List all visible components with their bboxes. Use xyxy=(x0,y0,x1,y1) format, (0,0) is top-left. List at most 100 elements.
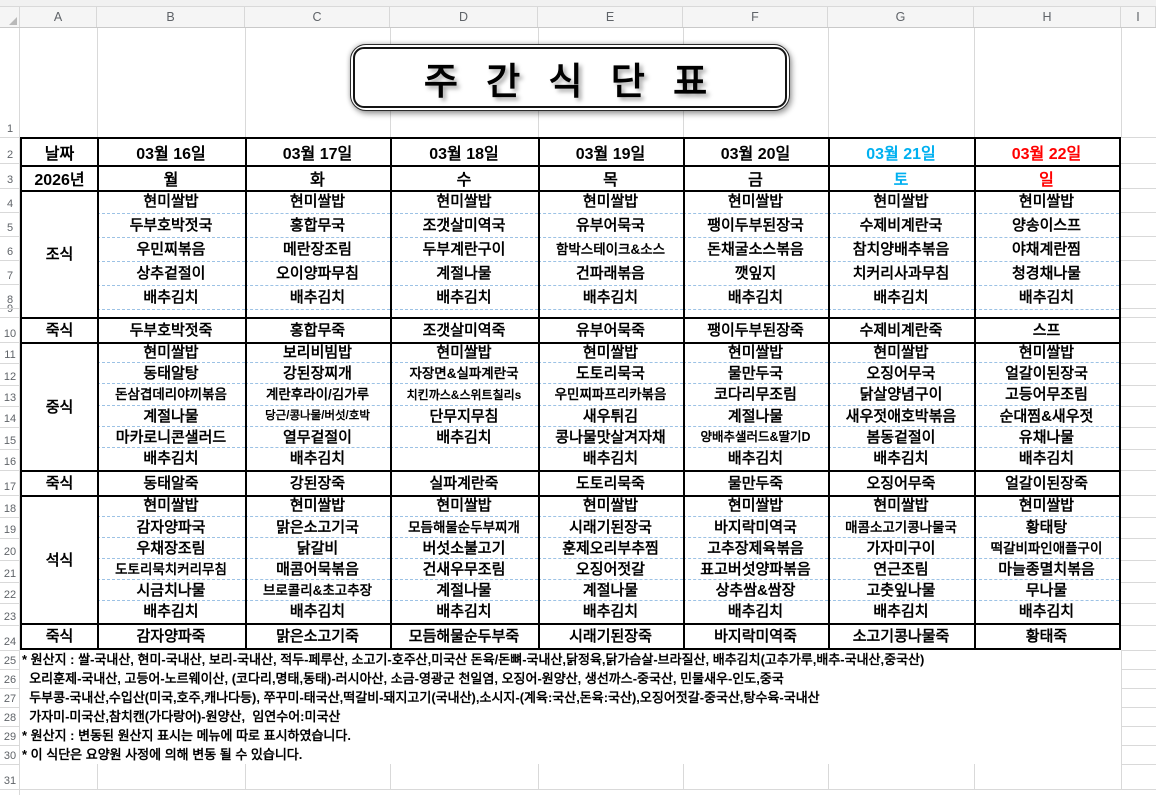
title-shape[interactable]: 주 간 식 단 표 xyxy=(350,44,790,111)
porridge-cell[interactable]: 감자양파죽 xyxy=(136,628,206,645)
row-header-6[interactable]: 6 xyxy=(6,246,14,258)
date-header-4[interactable]: 03월 19일 xyxy=(575,146,646,163)
column-header-F[interactable]: F xyxy=(683,7,828,27)
column-header-A[interactable]: A xyxy=(20,7,97,27)
row-header-21[interactable]: 21 xyxy=(3,568,17,580)
menu-item[interactable]: 닭갈비 xyxy=(245,538,390,559)
menu-item[interactable]: 계란후라이/김가루 xyxy=(245,384,390,406)
menu-item[interactable]: 오징어무국 xyxy=(828,363,974,384)
menu-item[interactable]: 매콤소고기콩나물국 xyxy=(828,517,974,538)
row-header-23[interactable]: 23 xyxy=(3,611,17,623)
menu-item[interactable]: 열무겉절이 xyxy=(245,427,390,448)
menu-item[interactable]: 양배추샐러드&딸기D xyxy=(683,427,828,448)
menu-item[interactable]: 조갯살미역국 xyxy=(390,214,538,238)
date-header-2[interactable]: 03월 17일 xyxy=(282,146,353,163)
menu-item[interactable] xyxy=(538,310,683,317)
row-header-14[interactable]: 14 xyxy=(3,413,17,425)
menu-item[interactable]: 두부호박젓국 xyxy=(97,214,245,238)
menu-item[interactable]: 계절나물 xyxy=(97,406,245,427)
menu-item[interactable]: 깻잎지 xyxy=(683,262,828,286)
menu-item[interactable]: 새우젓애호박볶음 xyxy=(828,406,974,427)
column-header-B[interactable]: B xyxy=(97,7,245,27)
menu-item[interactable] xyxy=(97,310,245,317)
column-header-G[interactable]: G xyxy=(828,7,974,27)
menu-item[interactable]: 고추장제육볶음 xyxy=(683,538,828,559)
porridge-cell[interactable]: 시래기된장죽 xyxy=(569,628,652,645)
row-header-16[interactable]: 16 xyxy=(3,456,17,468)
menu-item[interactable]: 현미쌀밥 xyxy=(245,190,390,214)
menu-item[interactable]: 치킨까스&스위트칠리s xyxy=(390,384,538,406)
menu-item[interactable]: 현미쌀밥 xyxy=(245,495,390,517)
row-header-10[interactable]: 10 xyxy=(3,328,17,340)
menu-item[interactable]: 시금치나물 xyxy=(97,580,245,601)
menu-item[interactable]: 도토리묵치커리무침 xyxy=(97,559,245,580)
menu-item[interactable]: 브로콜리&초고추장 xyxy=(245,580,390,601)
date-header-3[interactable]: 03월 18일 xyxy=(429,146,499,163)
menu-item[interactable]: 상추겉절이 xyxy=(97,262,245,286)
menu-item[interactable]: 배추김치 xyxy=(828,286,974,310)
menu-item[interactable]: 연근조림 xyxy=(828,559,974,580)
porridge-cell[interactable]: 홍합무죽 xyxy=(289,322,346,339)
menu-item[interactable]: 양송이스프 xyxy=(974,214,1119,238)
row-header-24[interactable]: 24 xyxy=(3,636,17,648)
section-label-3[interactable]: 중식 xyxy=(45,398,74,416)
row-header-7[interactable]: 7 xyxy=(6,270,14,282)
menu-item[interactable]: 매콤어묵볶음 xyxy=(245,559,390,580)
row-header-20[interactable]: 20 xyxy=(3,546,17,558)
porridge-cell[interactable]: 조갯살미역죽 xyxy=(422,322,506,339)
menu-item[interactable]: 순대찜&새우젓 xyxy=(974,406,1119,427)
menu-item[interactable]: 배추김치 xyxy=(538,286,683,310)
row-header-18[interactable]: 18 xyxy=(3,503,17,515)
porridge-cell[interactable]: 맑은소고기죽 xyxy=(276,628,359,645)
row-header-9[interactable]: 9 xyxy=(6,303,14,315)
menu-item[interactable]: 현미쌀밥 xyxy=(683,190,828,214)
menu-item[interactable]: 배추김치 xyxy=(289,603,346,620)
row-header-12[interactable]: 12 xyxy=(3,371,17,383)
menu-item[interactable]: 시래기된장국 xyxy=(538,517,683,538)
row-header-27[interactable]: 27 xyxy=(3,693,17,705)
menu-item[interactable]: 버섯소불고기 xyxy=(390,538,538,559)
menu-item[interactable]: 배추김치 xyxy=(436,603,492,620)
row-header-15[interactable]: 15 xyxy=(3,435,17,447)
menu-item[interactable]: 배추김치 xyxy=(873,603,929,620)
year-label-cell[interactable]: 2026년 xyxy=(34,171,85,189)
row-header-1[interactable]: 1 xyxy=(6,123,14,135)
weekday-header-1[interactable]: 월 xyxy=(163,171,179,189)
porridge-cell[interactable]: 동태알죽 xyxy=(143,475,199,492)
menu-item[interactable]: 오이양파무침 xyxy=(245,262,390,286)
menu-item[interactable]: 현미쌀밥 xyxy=(538,342,683,363)
menu-item[interactable]: 떡갈비파인애플구이 xyxy=(974,538,1119,559)
menu-item[interactable]: 현미쌀밥 xyxy=(390,342,538,363)
menu-item[interactable]: 배추김치 xyxy=(390,427,538,448)
menu-item[interactable]: 현미쌀밥 xyxy=(828,190,974,214)
row-header-4[interactable]: 4 xyxy=(6,198,14,210)
menu-item[interactable]: 마늘종멸치볶음 xyxy=(974,559,1119,580)
section-label-1[interactable]: 조식 xyxy=(45,246,74,263)
porridge-cell[interactable]: 팽이두부된장죽 xyxy=(707,322,804,339)
menu-item[interactable]: 콩나물맛살겨자채 xyxy=(538,427,683,448)
menu-item[interactable]: 현미쌀밥 xyxy=(97,342,245,363)
footnote-1[interactable]: * 원산지 : 쌀-국내산, 현미-국내산, 보리-국내산, 적두-페루산, 소… xyxy=(22,652,925,667)
menu-item[interactable]: 얼갈이된장국 xyxy=(974,363,1119,384)
menu-item[interactable]: 계절나물 xyxy=(683,406,828,427)
porridge-cell[interactable]: 오징어무죽 xyxy=(866,475,936,492)
menu-item[interactable]: 현미쌀밥 xyxy=(974,495,1119,517)
menu-item[interactable]: 현미쌀밥 xyxy=(828,342,974,363)
row-header-5[interactable]: 5 xyxy=(6,222,14,234)
menu-item[interactable]: 우민찌볶음 xyxy=(97,238,245,262)
menu-item[interactable]: 닭살양념구이 xyxy=(828,384,974,406)
porridge-cell[interactable]: 황태죽 xyxy=(1025,628,1068,645)
menu-item[interactable]: 현미쌀밥 xyxy=(97,190,245,214)
menu-item[interactable]: 참치양배추볶음 xyxy=(828,238,974,262)
row-header-3[interactable]: 3 xyxy=(6,174,14,186)
row-header-13[interactable]: 13 xyxy=(3,392,17,404)
menu-item[interactable]: 현미쌀밥 xyxy=(828,495,974,517)
row-header-8[interactable]: 8 xyxy=(6,294,14,306)
porridge-cell[interactable]: 바지락미역죽 xyxy=(714,628,797,645)
footnote-5[interactable]: * 원산지 : 변동된 원산지 표시는 메뉴에 따로 표시하였습니다. xyxy=(22,728,351,743)
menu-item[interactable]: 동태알탕 xyxy=(97,363,245,384)
menu-item[interactable]: 봄동겉절이 xyxy=(828,427,974,448)
column-header-H[interactable]: H xyxy=(974,7,1121,27)
menu-item[interactable]: 현미쌀밥 xyxy=(390,495,538,517)
menu-item[interactable] xyxy=(683,310,828,317)
